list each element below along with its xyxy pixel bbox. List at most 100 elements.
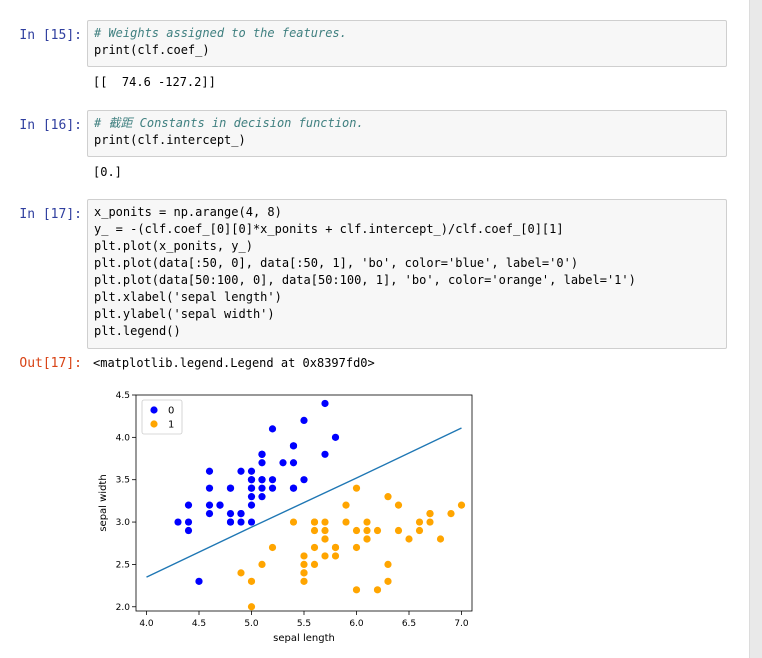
data-point-series-1 bbox=[310, 526, 319, 535]
x-tick-label: 4.0 bbox=[139, 619, 154, 629]
code-line: plt.ylabel('sepal width') bbox=[94, 307, 275, 321]
data-point-series-0 bbox=[300, 476, 308, 484]
data-point-series-0 bbox=[247, 484, 256, 492]
data-point-series-1 bbox=[352, 526, 361, 535]
code-line: plt.plot(data[:50, 0], data[:50, 1], 'bo… bbox=[94, 256, 579, 270]
legend-label: 0 bbox=[168, 406, 174, 417]
data-point-series-1 bbox=[394, 501, 403, 509]
scatter-plot: 4.0 4.5 5.0 5.5 6.0 6.5 7.0 2.0 2.5 3.0 3.5 4.0 4.5 s… bbox=[95, 385, 495, 654]
data-point-series-0 bbox=[247, 518, 256, 526]
data-point-series-0 bbox=[321, 399, 329, 408]
cell-output: <matplotlib.legend.Legend at 0x8397fd0> bbox=[93, 356, 375, 370]
data-point-series-1 bbox=[352, 484, 361, 492]
data-point-series-0 bbox=[216, 501, 224, 509]
data-point-series-1 bbox=[258, 560, 266, 569]
decision-boundary-line bbox=[146, 427, 462, 578]
x-axis-label: sepal length bbox=[273, 633, 335, 644]
vertical-scrollbar[interactable] bbox=[749, 0, 762, 658]
data-point-series-1 bbox=[342, 501, 350, 509]
data-point-series-1 bbox=[352, 543, 361, 552]
data-point-series-1 bbox=[342, 518, 350, 526]
data-point-series-1 bbox=[321, 552, 329, 560]
x-tick-label: 5.5 bbox=[297, 619, 311, 629]
y-axis-label: sepal width bbox=[98, 474, 109, 531]
x-tick-label: 5.0 bbox=[244, 619, 259, 629]
data-point-series-1 bbox=[300, 577, 308, 585]
data-point-series-1 bbox=[300, 560, 308, 569]
data-point-series-1 bbox=[321, 518, 329, 526]
data-point-series-0 bbox=[226, 484, 235, 492]
code-input[interactable]: x_ponits = np.arange(4, 8) y_ = -(clf.co… bbox=[87, 199, 727, 349]
legend-marker-0 bbox=[150, 406, 158, 414]
data-point-series-1 bbox=[268, 543, 277, 552]
data-point-series-1 bbox=[384, 577, 392, 585]
data-point-series-0 bbox=[247, 493, 256, 501]
code-input[interactable]: # 截距 Constants in decision function. pri… bbox=[87, 110, 727, 157]
data-point-series-1 bbox=[247, 603, 256, 611]
data-point-series-1 bbox=[373, 586, 382, 594]
data-point-series-1 bbox=[289, 518, 298, 526]
data-point-series-1 bbox=[300, 552, 308, 560]
data-point-series-1 bbox=[310, 543, 319, 552]
code-line: x_ponits = np.arange(4, 8) bbox=[94, 205, 282, 219]
data-point-series-0 bbox=[205, 467, 214, 475]
data-point-series-0 bbox=[184, 501, 193, 509]
cell-output: [0.] bbox=[93, 165, 122, 179]
data-point-series-1 bbox=[384, 560, 392, 569]
data-point-series-0 bbox=[237, 467, 245, 475]
data-point-series-1 bbox=[247, 577, 256, 585]
y-tick-label: 4.0 bbox=[116, 433, 131, 443]
data-point-series-1 bbox=[352, 586, 361, 594]
code-line: plt.legend() bbox=[94, 324, 181, 338]
input-prompt: In [16]: bbox=[19, 118, 82, 133]
data-point-series-0 bbox=[279, 459, 287, 467]
data-point-series-1 bbox=[394, 526, 403, 535]
code-comment: # Weights assigned to the features. bbox=[94, 26, 347, 40]
code-comment: # 截距 Constants in decision function. bbox=[94, 116, 364, 130]
code-line: plt.xlabel('sepal length') bbox=[94, 290, 282, 304]
data-point-series-0 bbox=[258, 476, 266, 484]
data-point-series-1 bbox=[415, 526, 424, 535]
y-tick-label: 4.5 bbox=[116, 391, 130, 401]
x-tick-label: 7.0 bbox=[454, 619, 469, 629]
data-point-series-0 bbox=[321, 450, 329, 458]
legend-marker-1 bbox=[150, 420, 158, 428]
data-point-series-0 bbox=[247, 467, 256, 475]
data-point-series-0 bbox=[237, 518, 245, 526]
data-point-series-0 bbox=[195, 577, 203, 585]
data-point-series-1 bbox=[405, 535, 413, 543]
data-point-series-0 bbox=[247, 501, 256, 509]
data-point-series-1 bbox=[457, 501, 466, 509]
data-point-series-0 bbox=[289, 459, 298, 467]
data-point-series-0 bbox=[258, 450, 266, 458]
y-tick-label: 2.5 bbox=[116, 560, 130, 570]
data-point-series-0 bbox=[226, 509, 235, 518]
data-point-series-1 bbox=[331, 543, 340, 552]
data-point-series-1 bbox=[363, 526, 371, 535]
data-point-series-0 bbox=[268, 484, 277, 492]
data-point-series-0 bbox=[268, 476, 277, 484]
data-point-series-0 bbox=[184, 518, 193, 526]
data-point-series-1 bbox=[415, 518, 424, 526]
data-point-series-1 bbox=[331, 552, 340, 560]
x-tick-label: 6.5 bbox=[402, 619, 416, 629]
x-tick-label: 4.5 bbox=[192, 619, 206, 629]
code-input[interactable]: # Weights assigned to the features. prin… bbox=[87, 20, 727, 67]
y-tick-label: 3.0 bbox=[116, 518, 131, 528]
data-point-series-1 bbox=[310, 560, 319, 569]
data-point-series-0 bbox=[289, 484, 298, 492]
data-point-series-0 bbox=[258, 459, 266, 467]
legend-box bbox=[141, 399, 183, 435]
code-line: plt.plot(x_ponits, y_) bbox=[94, 239, 253, 253]
data-point-series-1 bbox=[237, 569, 245, 577]
code-line: print(clf.intercept_) bbox=[94, 133, 246, 147]
data-point-series-1 bbox=[373, 526, 382, 535]
data-point-series-1 bbox=[426, 509, 434, 518]
data-point-series-1 bbox=[426, 518, 434, 526]
data-point-series-0 bbox=[174, 518, 182, 526]
data-point-series-0 bbox=[205, 501, 214, 509]
data-point-series-0 bbox=[258, 484, 266, 492]
data-point-series-1 bbox=[321, 535, 329, 543]
y-tick-label: 2.0 bbox=[116, 603, 131, 613]
chart-svg: 4.0 4.5 5.0 5.5 6.0 6.5 7.0 2.0 2.5 3.0 3.5 4.0 4.5 s… bbox=[98, 391, 473, 644]
